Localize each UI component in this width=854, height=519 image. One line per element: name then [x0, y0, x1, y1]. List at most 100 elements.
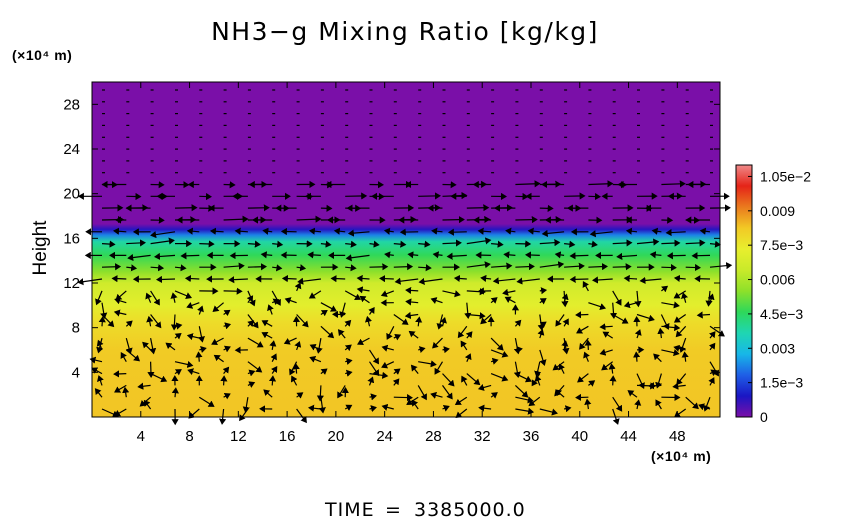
wind-vector-arrow [431, 227, 443, 235]
wind-vector-arrow [653, 353, 662, 363]
wind-vector-arrow [698, 403, 711, 411]
wind-vector-arrow [91, 367, 103, 375]
wind-vector-arrow [539, 321, 547, 328]
wind-vector-arrow [634, 290, 642, 308]
wind-vector-arrow [126, 239, 146, 247]
wind-vector-arrow [197, 305, 204, 315]
wind-vector-arrow [393, 263, 414, 271]
wind-vector-arrow [410, 364, 419, 374]
wind-vector-arrow [490, 297, 498, 304]
wind-vector-arrow [569, 275, 589, 283]
wind-vector-arrow [708, 342, 716, 351]
wind-vector-arrow [369, 361, 380, 377]
y-axis-label: Height [30, 220, 51, 276]
wind-vector-arrow [405, 286, 419, 295]
wind-vector-arrow [480, 314, 492, 325]
wind-vector-arrow [228, 276, 248, 284]
wind-vector-arrow [174, 360, 194, 368]
wind-vector-arrow [369, 240, 380, 248]
wind-vector-arrow [174, 204, 198, 212]
wind-vector-arrow [601, 361, 614, 371]
wind-vector-arrow [393, 368, 401, 375]
wind-vector-arrow [599, 323, 613, 331]
wind-vector-arrow [502, 288, 516, 296]
wind-vector-arrow [320, 368, 328, 375]
wind-vector-arrow [639, 276, 662, 285]
wind-vector-arrow [337, 329, 346, 339]
wind-vector-arrow [685, 396, 699, 410]
wind-vector-arrow [561, 293, 569, 303]
wind-vector-arrow [113, 309, 127, 317]
wind-vector-arrow [95, 290, 103, 306]
colorbar-tick-label: 4.5e−3 [760, 306, 803, 322]
wind-vector-arrow [515, 346, 523, 354]
wind-vector-arrow [442, 385, 453, 400]
wind-vector-arrow [184, 274, 200, 283]
wind-vector-arrow [272, 264, 283, 272]
wind-vector-arrow [213, 354, 224, 363]
wind-vector-arrow [554, 251, 565, 259]
x-tick-label: 40 [571, 428, 588, 445]
wind-vector-arrow [588, 240, 598, 248]
wind-vector-arrow [126, 264, 138, 272]
wind-vector-arrow [616, 252, 638, 261]
wind-vector-arrow [345, 357, 353, 365]
wind-vector-arrow [504, 296, 516, 304]
wind-vector-arrow [442, 216, 465, 224]
wind-vector-arrow [174, 264, 187, 272]
wind-vector-arrow [708, 377, 715, 386]
wind-vector-arrow [515, 180, 541, 188]
wind-vector-arrow [576, 325, 589, 334]
wind-vector-arrow [464, 302, 472, 319]
wind-vector-arrow [219, 408, 227, 425]
wind-vector-arrow [673, 344, 686, 352]
wind-vector-arrow [460, 340, 468, 351]
wind-vector-arrow [356, 286, 370, 294]
wind-vector-arrow [661, 349, 680, 357]
wind-vector-arrow [89, 356, 103, 364]
wind-vector-arrow [539, 239, 561, 247]
wind-vector-arrow [602, 331, 614, 339]
wind-vector-arrow [588, 302, 607, 311]
wind-vector-arrow [453, 274, 467, 283]
wind-vector-arrow [558, 363, 565, 374]
wind-vector-arrow [384, 251, 394, 259]
wind-vector-arrow [393, 333, 402, 341]
wind-vector-arrow [344, 319, 352, 327]
wind-vector-arrow [320, 325, 335, 339]
wind-vector-arrow [297, 277, 321, 285]
x-axis-ticks: 4 8 12 16 20 24 28 32 36 40 44 48 [137, 82, 686, 445]
wind-vector-arrow [491, 240, 504, 248]
wind-vector-arrow [120, 352, 127, 362]
wind-vector-arrow [186, 227, 200, 235]
wind-vector-arrow [709, 240, 721, 248]
wind-vector-arrow [199, 345, 207, 353]
wind-vector-arrow [562, 318, 569, 327]
x-tick-label: 48 [669, 428, 686, 445]
wind-vector-arrow [211, 337, 224, 346]
x-tick-label: 20 [328, 428, 345, 445]
wind-vector-arrow [563, 405, 572, 413]
wind-vector-arrow [320, 309, 328, 317]
y-tick-label: 8 [72, 320, 80, 337]
wind-vector-arrow [503, 251, 516, 259]
wind-vector-arrow [625, 227, 638, 235]
wind-vector-arrow [655, 399, 662, 410]
wind-vector-arrow [673, 290, 687, 299]
wind-vector-arrow [77, 278, 103, 286]
colorbar-tick-label: 1.5e−3 [760, 375, 803, 391]
wind-vector-arrow [150, 264, 165, 272]
wind-vector-arrow [661, 285, 669, 293]
wind-vector-arrow [247, 337, 264, 348]
wind-vector-arrow [137, 382, 151, 390]
wind-vector-arrow [383, 227, 394, 235]
wind-vector-arrow [114, 297, 127, 305]
wind-vector-arrow [584, 339, 592, 350]
x-tick-label: 28 [425, 428, 442, 445]
wind-vector-arrow [466, 204, 490, 212]
wind-vector-arrow [588, 263, 608, 271]
wind-vector-arrow [418, 240, 431, 248]
wind-vector-arrow [707, 293, 715, 303]
wind-vector-arrow [393, 314, 409, 325]
